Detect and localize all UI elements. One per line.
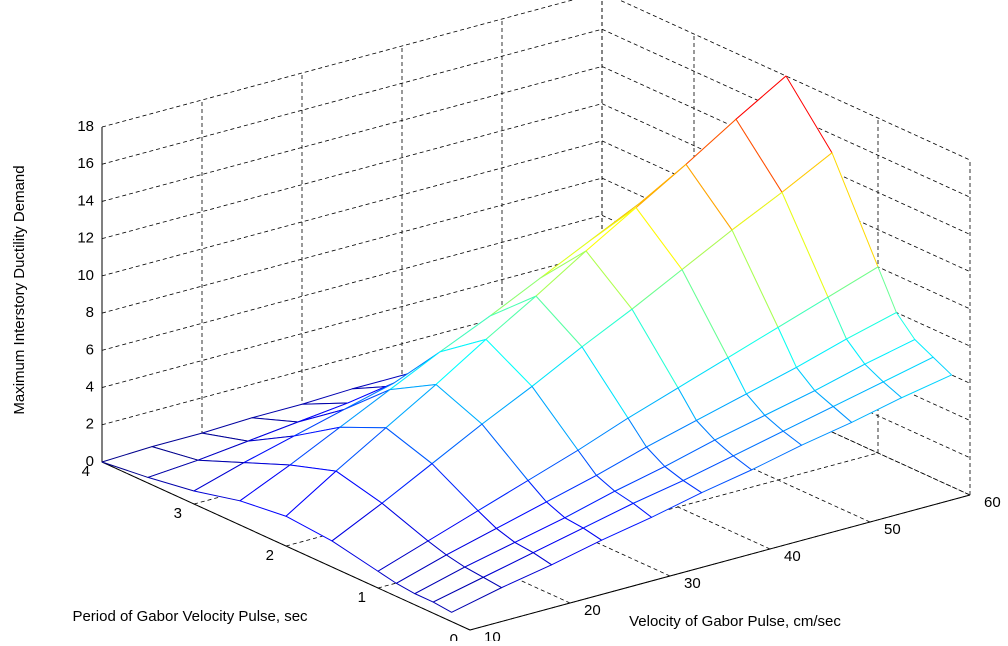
grid-line [601,66,971,235]
z-tick-label: 0 [86,453,94,470]
grid-line [618,0,971,161]
grid-line [101,252,603,388]
z-tick-label: 4 [86,379,94,396]
grid-line [101,103,603,240]
grid-line [101,66,603,202]
grid-line [601,177,971,347]
z-tick-label: 10 [77,267,94,284]
x-tick-label: 20 [584,602,601,619]
axis-line [469,494,971,631]
x-axis-label: Velocity of Gabor Pulse, cm/sec [629,613,841,630]
grid-line [601,28,971,198]
y-tick-label: 1 [358,589,366,606]
grid-line [601,140,971,310]
y-tick-label: 4 [82,463,90,480]
x-tick-label: 60 [984,494,1001,511]
mesh-cell [432,576,503,613]
grid-line [101,289,603,426]
z-tick-label: 14 [77,192,94,209]
grid-line [601,326,971,496]
z-axis-label: Maximum Interstory Ductility Demand [11,165,28,414]
grid-line [101,140,603,277]
grid-line [601,103,971,273]
z-tick-label: 18 [77,118,94,135]
grid-line [101,28,603,165]
z-tick-label: 6 [86,341,94,358]
grid-line [101,177,603,314]
x-tick-label: 40 [784,548,801,565]
x-tick-label: 50 [884,521,901,538]
y-tick-label: 0 [450,631,458,641]
y-tick-label: 2 [266,547,274,564]
x-tick-label: 10 [484,629,501,641]
x-tick-label: 30 [684,575,701,592]
y-tick-label: 3 [174,505,182,522]
mesh [101,75,953,613]
grid-line [101,214,603,351]
y-axis-label: Period of Gabor Velocity Pulse, sec [72,608,308,625]
axis-line [101,461,471,631]
z-tick-label: 16 [77,155,94,172]
z-tick-label: 8 [86,304,94,321]
z-tick-label: 2 [86,416,94,433]
z-tick-label: 12 [77,230,94,247]
grid-line [601,289,971,459]
grid-line [101,0,574,128]
